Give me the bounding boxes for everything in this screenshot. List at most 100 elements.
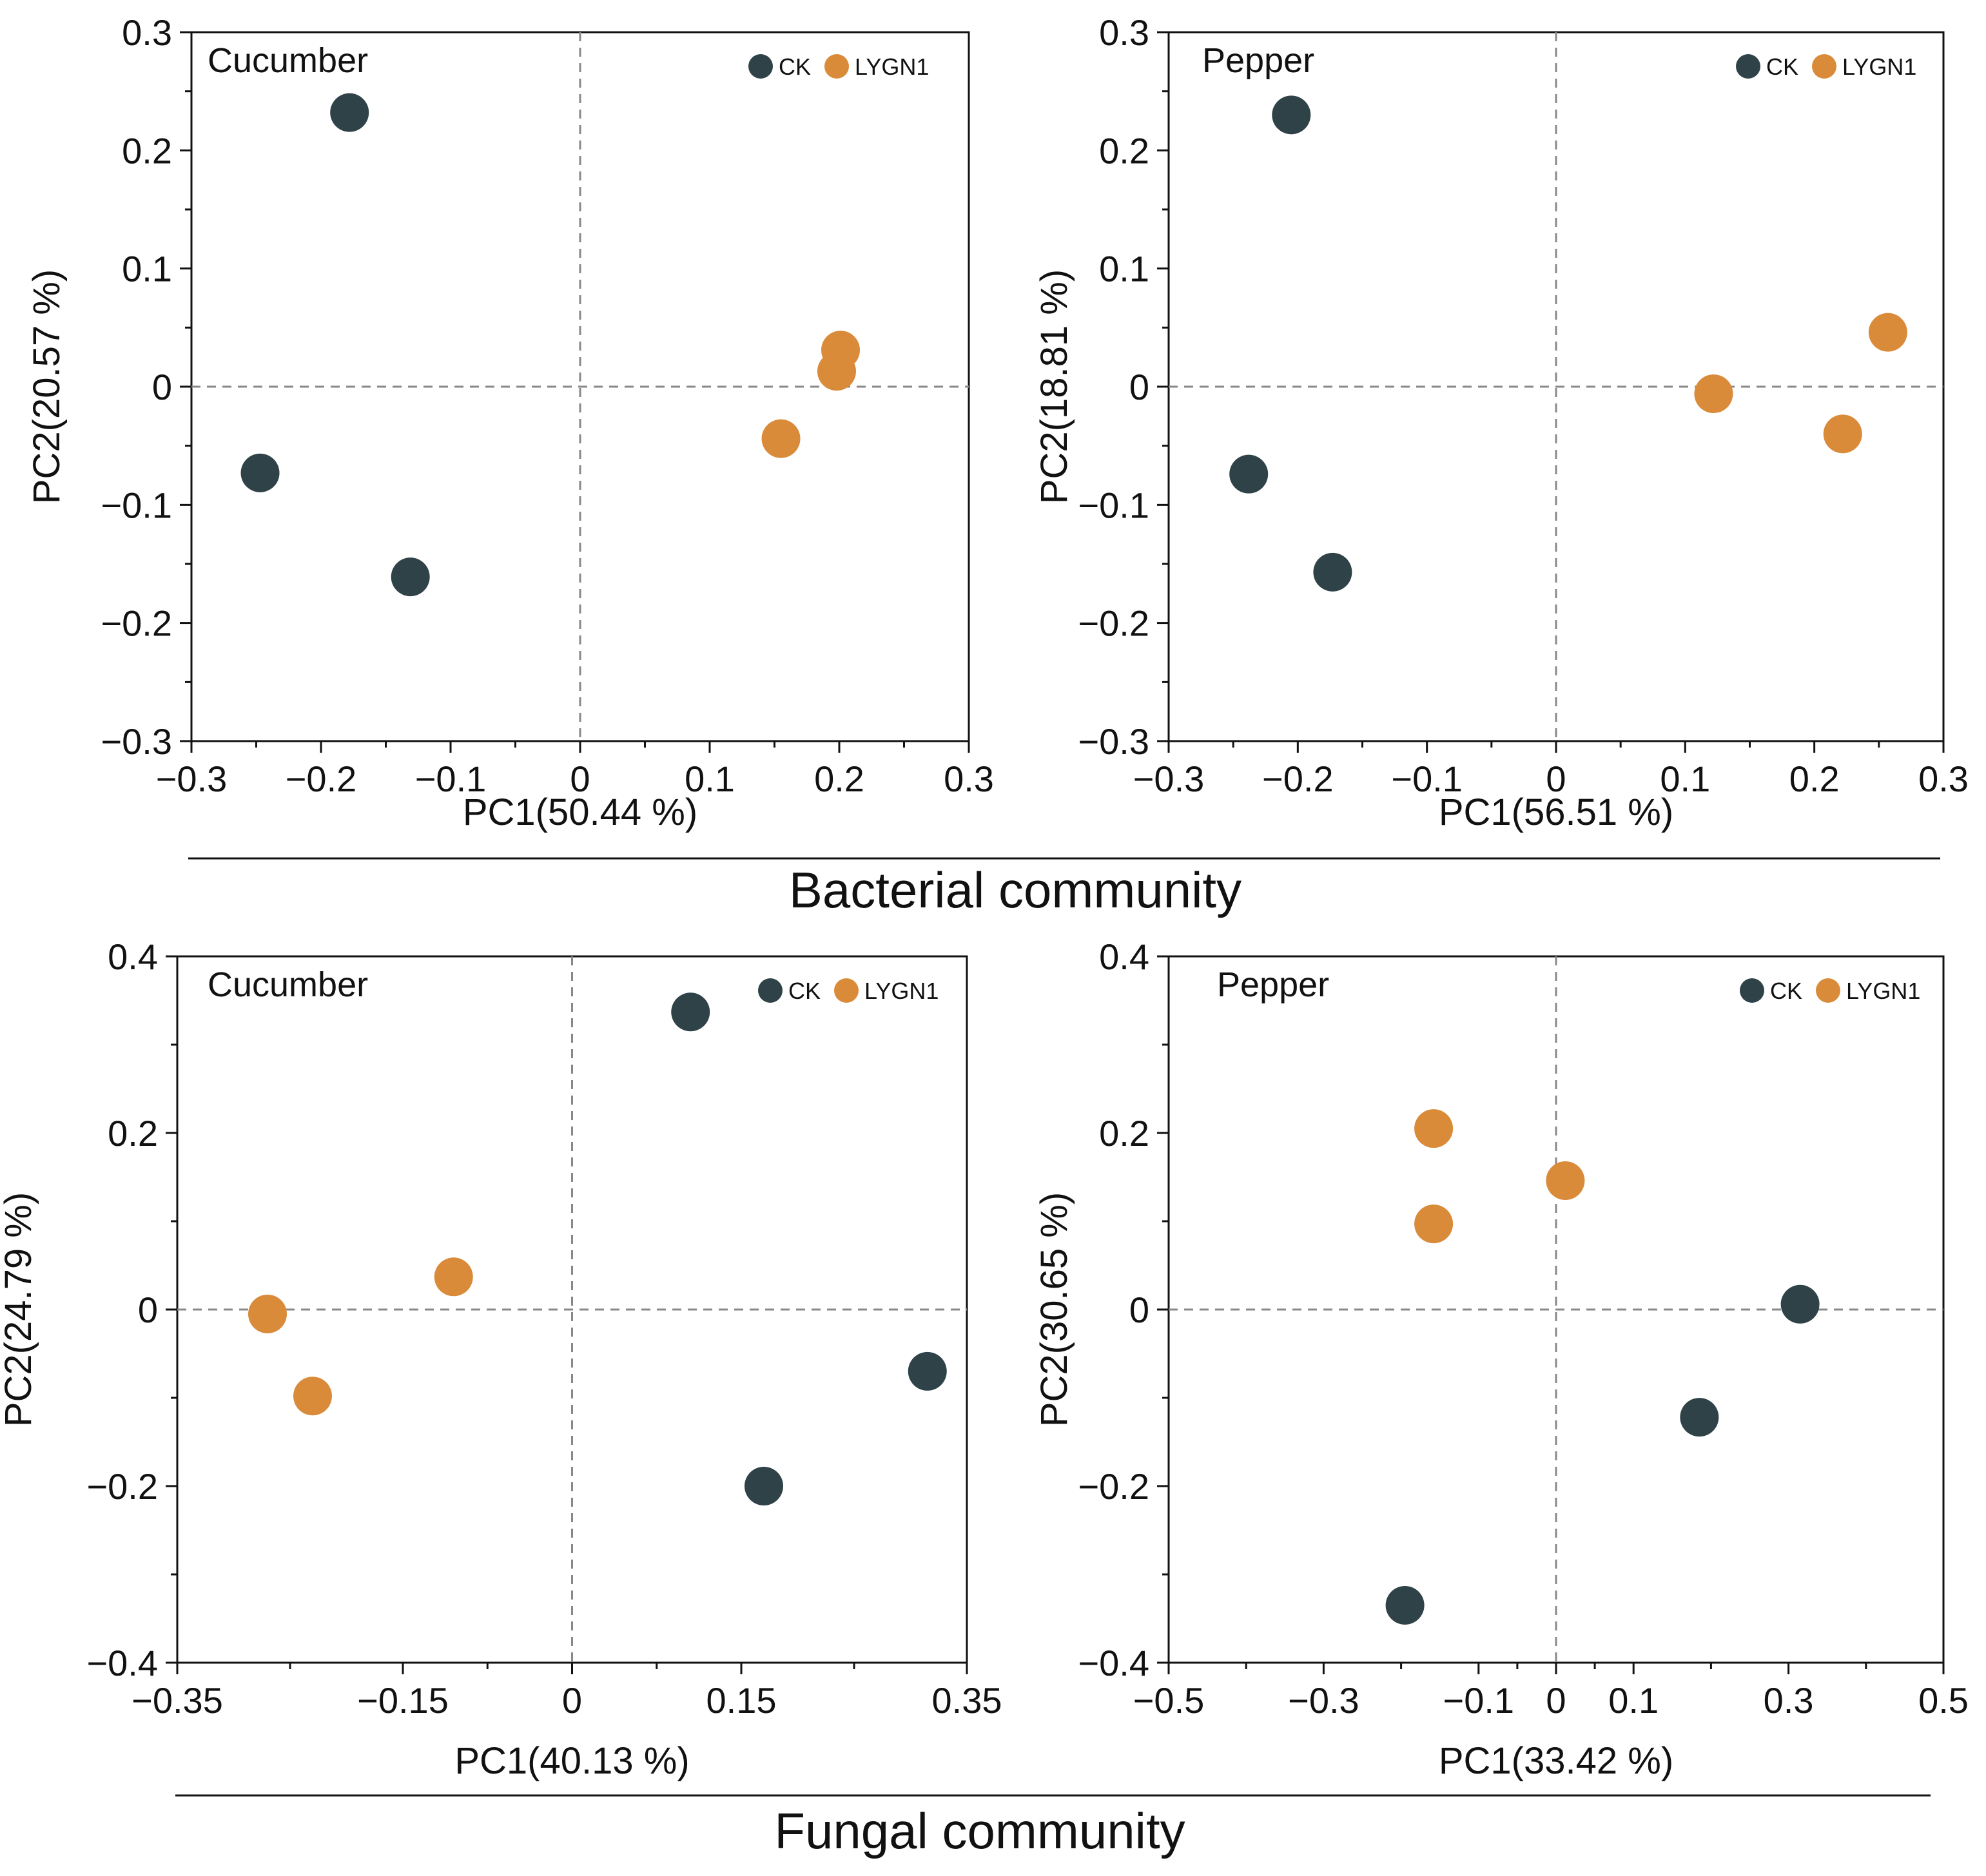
bacterial-cucumber-y-axis-title: PC2(20.57 %) [26,269,68,504]
bacterial-cucumber-x-tick-label: −0.3 [156,759,228,799]
bacterial-pepper-y-tick-label: 0.2 [1099,130,1149,171]
fungal-cucumber-point-lygn1 [434,1257,473,1297]
bacterial-cucumber-point-ck [391,557,430,597]
fungal-cucumber-legend-marker-lygn1 [834,978,859,1003]
bacterial-pepper-x-tick-label: 0.1 [1660,759,1710,799]
fungal-pepper-legend-label-lygn1: LYGN1 [1846,978,1920,1004]
fungal-cucumber-point-ck [671,992,710,1032]
bacterial-cucumber-panel-title: Cucumber [208,41,368,80]
bacterial-pepper-panel-title: Pepper [1202,41,1314,80]
fungal-pepper-panel: −0.5 −0.3 −0.1 0 0.1 0.3 0.5 −0.4 −0.2 0 0.2 0.4 PC1… [1033,936,1969,1782]
fungal-cucumber-point-lygn1 [293,1377,332,1416]
fungal-cucumber-point-ck [908,1351,947,1391]
bacterial-pepper-legend-label-ck: CK [1766,53,1798,80]
fungal-pepper-y-tick-label: −0.4 [1078,1643,1149,1683]
fungal-cucumber-y-tick-label: 0.4 [108,936,158,977]
fungal-pepper-x-tick-label: 0.1 [1608,1680,1659,1721]
bacterial-cucumber-y-tick-label: −0.2 [101,603,172,644]
bacterial-pepper-x-axis-title: PC1(56.51 %) [1439,791,1673,833]
fungal-cucumber-legend-label-ck: CK [788,978,821,1004]
fungal-cucumber-y-tick-label: 0 [138,1290,158,1330]
bacterial-cucumber-x-tick-label: −0.2 [286,759,357,799]
bacterial-pepper-x-tick-label: 0.2 [1789,759,1840,799]
fungal-pepper-point-ck [1780,1284,1820,1324]
bacterial-cucumber-y-tick-label: 0.3 [122,12,172,53]
fungal-pepper-point-lygn1 [1546,1161,1585,1200]
fungal-pepper-panel-title: Pepper [1217,965,1329,1004]
bacterial-pepper-point-ck [1313,552,1352,592]
bacterial-pepper-legend-marker-lygn1 [1812,54,1836,79]
fungal-pepper-x-tick-label: 0.5 [1918,1680,1969,1721]
fungal-pepper-point-lygn1 [1414,1204,1454,1244]
bacterial-cucumber-x-tick-label: 0.1 [685,759,735,799]
fungal-pepper-legend-label-ck: CK [1770,978,1802,1004]
fungal-pepper-legend: CK LYGN1 [1740,978,1920,1004]
bacterial-community-title: Bacterial community [789,862,1241,918]
fungal-cucumber-y-axis-title: PC2(24.79 %) [0,1192,39,1427]
fungal-cucumber-x-tick-label: −0.35 [131,1680,223,1721]
bacterial-pepper-y-tick-label: 0 [1129,367,1149,407]
bacterial-cucumber-legend-label-lygn1: LYGN1 [855,53,929,80]
bacterial-cucumber-y-tick-label: 0.1 [122,249,172,289]
bacterial-pepper-y-tick-label: −0.2 [1078,603,1149,644]
bacterial-pepper-y-tick-label: −0.3 [1078,721,1149,762]
bacterial-cucumber-x-tick-label: −0.1 [415,759,487,799]
fungal-pepper-point-ck [1680,1398,1719,1437]
fungal-pepper-x-tick-label: 0 [1546,1680,1566,1721]
fungal-cucumber-legend-label-lygn1: LYGN1 [864,978,939,1004]
fungal-cucumber-x-tick-label: 0.35 [932,1680,1002,1721]
fungal-pepper-point-lygn1 [1414,1109,1454,1148]
bacterial-cucumber-legend-marker-ck [748,54,773,79]
fungal-cucumber-x-tick-label: −0.15 [357,1680,449,1721]
fungal-pepper-y-axis-title: PC2(30.65 %) [1033,1192,1075,1427]
bacterial-cucumber-panel: −0.3 −0.2 −0.1 0 0.1 0.2 0.3 −0.3 −0.2 −0.1 0 0.1 0.… [26,12,994,833]
fungal-cucumber-legend: CK LYGN1 [758,978,939,1004]
bacterial-cucumber-y-tick-label: 0.2 [122,130,172,171]
bacterial-pepper-y-tick-label: 0.1 [1099,249,1149,289]
bacterial-cucumber-point-lygn1 [761,419,801,458]
fungal-cucumber-legend-marker-ck [758,978,783,1003]
bacterial-cucumber-legend-label-ck: CK [779,53,811,80]
fungal-cucumber-x-tick-label: 0.15 [706,1680,777,1721]
bacterial-cucumber-x-tick-label: 0.3 [944,759,994,799]
bacterial-cucumber-y-tick-label: −0.1 [101,485,172,525]
fungal-cucumber-y-tick-label: −0.2 [86,1466,158,1507]
bacterial-pepper-x-tick-label: −0.2 [1262,759,1334,799]
fungal-pepper-y-tick-label: 0.2 [1099,1113,1149,1154]
bacterial-pepper-point-lygn1 [1823,414,1862,454]
fungal-cucumber-panel: −0.35 −0.15 0 0.15 0.35 −0.4 −0.2 0 0.2 0.4 PC1(40… [0,936,1002,1782]
bacterial-cucumber-legend: CK LYGN1 [748,53,929,80]
fungal-pepper-x-tick-label: −0.3 [1288,1680,1359,1721]
bacterial-pepper-panel: −0.3 −0.2 −0.1 0 0.1 0.2 0.3 −0.3 −0.2 −0.1 0 0.1 0.… [1033,12,1969,833]
bacterial-cucumber-y-tick-label: −0.3 [101,721,172,762]
fungal-pepper-y-tick-label: −0.2 [1078,1466,1149,1507]
bacterial-pepper-y-tick-label: −0.1 [1078,485,1149,525]
fungal-cucumber-y-tick-label: 0.2 [108,1113,158,1154]
bacterial-cucumber-y-tick-label: 0 [152,367,172,407]
fungal-cucumber-x-axis-title: PC1(40.13 %) [454,1740,689,1782]
fungal-pepper-point-ck [1385,1585,1425,1625]
fungal-community-title: Fungal community [774,1803,1185,1859]
bacterial-cucumber-legend-marker-lygn1 [824,54,849,79]
fungal-cucumber-point-lygn1 [248,1294,287,1333]
bacterial-pepper-legend-marker-ck [1736,54,1760,79]
bacterial-pepper-y-tick-label: 0.3 [1099,12,1149,53]
bacterial-pepper-legend-label-lygn1: LYGN1 [1842,53,1916,80]
fungal-cucumber-point-ck [745,1467,783,1505]
fungal-pepper-y-tick-label: 0 [1129,1290,1149,1330]
bacterial-cucumber-point-ck [330,93,369,132]
fungal-pepper-x-tick-label: −0.5 [1133,1680,1205,1721]
bacterial-pepper-x-tick-label: 0.3 [1918,759,1969,799]
fungal-cucumber-panel-title: Cucumber [208,965,368,1004]
bacterial-cucumber-x-axis-title: PC1(50.44 %) [463,791,697,833]
fungal-pepper-y-tick-label: 0.4 [1099,936,1149,977]
bacterial-pepper-x-tick-label: −0.3 [1133,759,1205,799]
bacterial-pepper-point-lygn1 [1694,374,1733,413]
bacterial-pepper-legend: CK LYGN1 [1736,53,1916,80]
bacterial-cucumber-x-tick-label: 0 [570,759,590,799]
bacterial-pepper-point-lygn1 [1868,313,1907,352]
fungal-pepper-x-tick-label: 0.3 [1764,1680,1814,1721]
bacterial-pepper-point-ck [1229,454,1269,494]
bacterial-pepper-x-tick-label: 0 [1546,759,1566,799]
